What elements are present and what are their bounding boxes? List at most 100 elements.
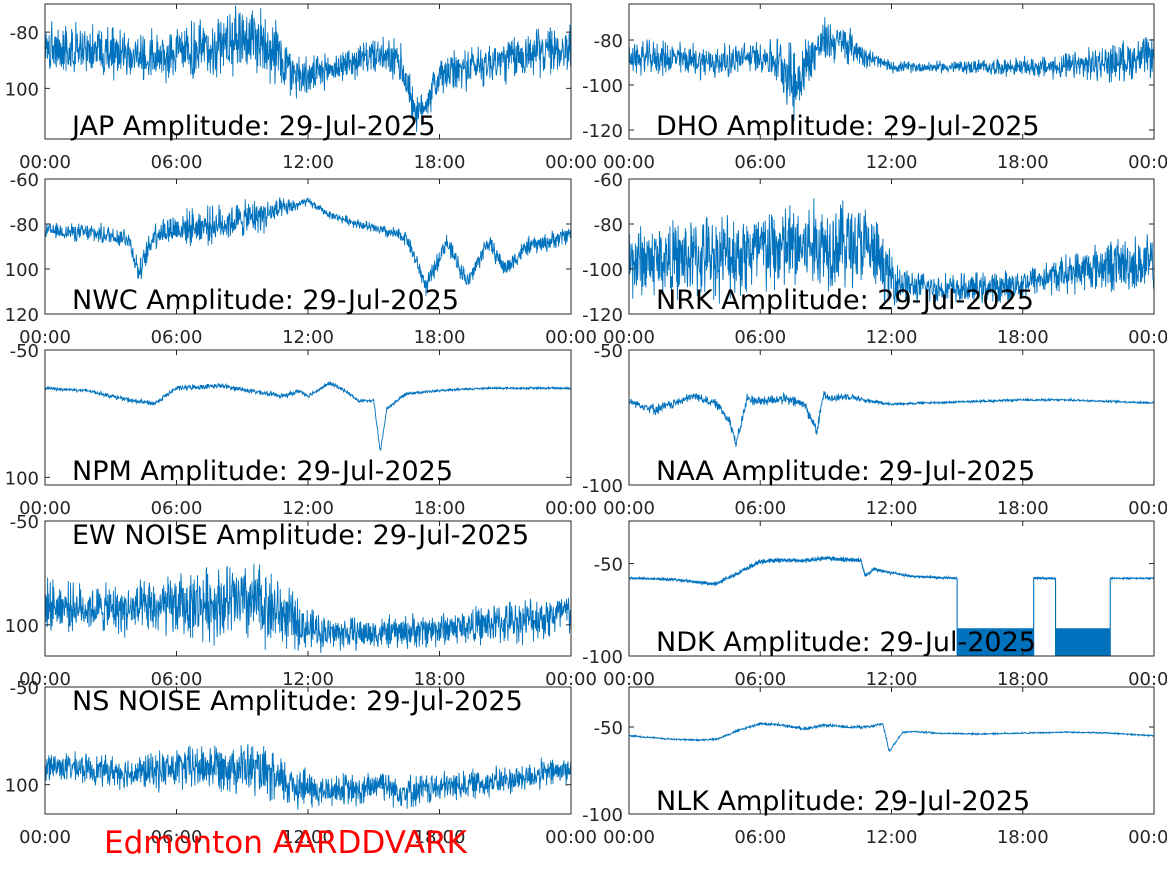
x-tick-label: 06:00 <box>151 669 203 690</box>
x-tick-label: 18:00 <box>997 827 1049 848</box>
x-tick-label: 18:00 <box>414 152 466 173</box>
x-tick-label: 00:00 <box>19 152 71 173</box>
panel-title: NDK Amplitude: 29-Jul-2025 <box>656 627 1036 658</box>
x-tick-label: 18:00 <box>997 327 1049 348</box>
amplitude-series <box>45 380 571 451</box>
x-tick-label: 00:00 <box>603 498 655 519</box>
y-tick-label: -100 <box>582 647 623 668</box>
amplitude-series <box>629 555 1154 656</box>
x-tick-label: 00:00 <box>545 152 597 173</box>
panel-7: -50 100 00:00 06:00 12:00 18:00 00:00 EW NOISE … <box>5 512 597 690</box>
panel-title: NLK Amplitude: 29-Jul-2025 <box>656 786 1030 817</box>
panel-title: DHO Amplitude: 29-Jul-2025 <box>656 111 1040 142</box>
y-tick-label: -60 <box>594 170 623 191</box>
y-tick-label: -50 <box>594 718 623 739</box>
panel-title: EW NOISE Amplitude: 29-Jul-2025 <box>72 520 529 551</box>
amplitude-trace <box>629 721 1154 753</box>
x-tick-label: 12:00 <box>866 827 918 848</box>
y-tick-label: -80 <box>594 31 623 52</box>
panel-1: -80 100 00:00 06:00 12:00 18:00 00:00 JAP Ampli… <box>5 3 597 173</box>
y-tick-label: -50 <box>10 678 39 699</box>
x-tick-label: 00:00 <box>545 498 597 519</box>
x-tick-label: 12:00 <box>866 327 918 348</box>
x-tick-label: 00:00 <box>1128 498 1167 519</box>
x-tick-label: 00:00 <box>1128 327 1167 348</box>
amplitude-trace <box>629 391 1154 448</box>
amplitude-trace <box>629 17 1154 122</box>
y-tick-label: -100 <box>582 76 623 97</box>
amplitude-trace <box>45 743 571 810</box>
x-tick-label: 00:00 <box>545 669 597 690</box>
carrier-trace <box>1110 576 1154 581</box>
x-tick-label: 18:00 <box>997 152 1049 173</box>
x-tick-label: 12:00 <box>282 152 334 173</box>
y-tick-label: -120 <box>582 121 623 142</box>
plot-area <box>629 350 1154 485</box>
x-tick-label: 18:00 <box>414 498 466 519</box>
y-tick-label: 100 <box>5 468 39 489</box>
y-tick-label: -100 <box>582 805 623 826</box>
x-tick-label: 00:00 <box>1128 669 1167 690</box>
x-tick-label: 06:00 <box>151 327 203 348</box>
amplitude-series <box>629 391 1154 448</box>
y-tick-label: 100 <box>5 616 39 637</box>
x-tick-label: 00:00 <box>545 327 597 348</box>
y-tick-label: 120 <box>5 305 39 326</box>
amplitude-series <box>45 743 571 810</box>
x-tick-label: 00:00 <box>19 498 71 519</box>
y-tick-label: -80 <box>10 215 39 236</box>
x-tick-label: 00:00 <box>603 152 655 173</box>
amplitude-series <box>629 721 1154 753</box>
amplitude-trace <box>45 563 571 654</box>
panel-title: NWC Amplitude: 29-Jul-2025 <box>72 285 459 316</box>
x-tick-label: 18:00 <box>997 669 1049 690</box>
y-tick-label: -100 <box>582 476 623 497</box>
y-tick-label: -100 <box>582 260 623 281</box>
panel-9: -50 100 00:00 06:00 12:00 18:00 00:00 NS NOISE … <box>5 678 597 848</box>
y-tick-label: -60 <box>10 170 39 191</box>
x-tick-label: 18:00 <box>997 498 1049 519</box>
x-tick-label: 12:00 <box>866 498 918 519</box>
y-tick-label: -120 <box>582 305 623 326</box>
amplitude-series <box>629 198 1154 306</box>
x-tick-label: 12:00 <box>282 498 334 519</box>
y-tick-label: 100 <box>5 79 39 100</box>
y-tick-label: -50 <box>594 341 623 362</box>
amplitude-trace <box>45 380 571 451</box>
y-tick-label: -80 <box>594 215 623 236</box>
x-tick-label: 18:00 <box>414 827 466 848</box>
x-tick-label: 00:00 <box>19 327 71 348</box>
plot-area <box>45 350 571 485</box>
x-tick-label: 00:00 <box>603 669 655 690</box>
x-tick-label: 00:00 <box>545 827 597 848</box>
x-tick-label: 06:00 <box>151 827 203 848</box>
station-label: Edmonton AARDDVARK <box>104 825 468 861</box>
x-tick-label: 00:00 <box>603 327 655 348</box>
x-tick-label: 06:00 <box>734 827 786 848</box>
x-tick-label: 06:00 <box>734 669 786 690</box>
amplitude-series <box>629 17 1154 122</box>
y-tick-label: 100 <box>5 776 39 797</box>
amplitude-series <box>45 197 571 296</box>
amplitude-trace <box>45 197 571 296</box>
x-tick-label: 00:00 <box>19 669 71 690</box>
x-tick-label: 06:00 <box>151 498 203 519</box>
x-tick-label: 00:00 <box>1128 827 1167 848</box>
x-tick-label: 12:00 <box>282 669 334 690</box>
panel-title: JAP Amplitude: 29-Jul-2025 <box>70 111 436 142</box>
x-tick-label: 06:00 <box>734 327 786 348</box>
dropout-band <box>957 628 1034 656</box>
plot-area <box>629 687 1154 814</box>
y-tick-label: -80 <box>10 23 39 44</box>
amplitude-trace <box>45 5 571 133</box>
amplitude-series <box>45 563 571 654</box>
x-tick-label: 18:00 <box>414 669 466 690</box>
x-tick-label: 12:00 <box>282 827 334 848</box>
panel-title: NAA Amplitude: 29-Jul-2025 <box>656 456 1035 487</box>
amplitude-trace <box>629 198 1154 306</box>
